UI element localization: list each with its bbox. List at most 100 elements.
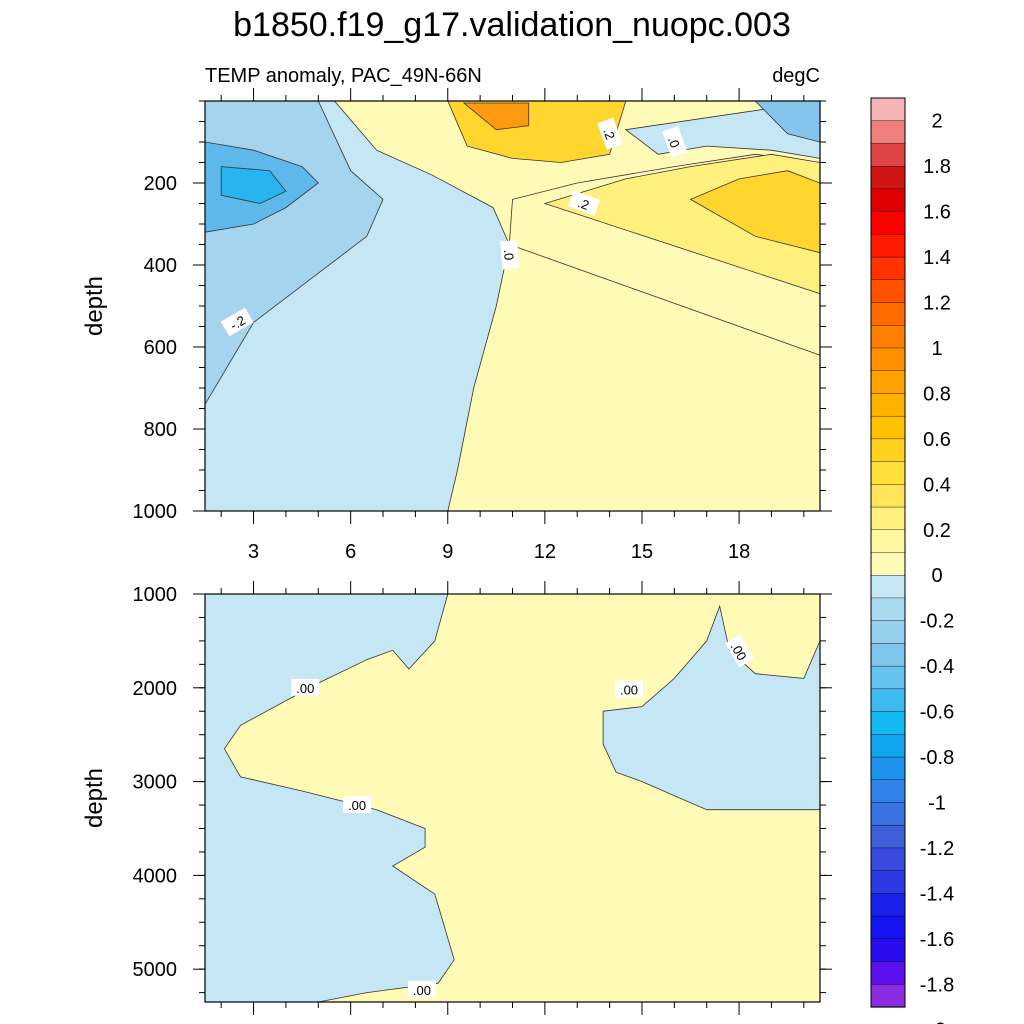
colorbar-swatch [870,325,906,349]
contour-label-text: -.2 [227,313,248,334]
contour-region-negative [205,594,455,1002]
contour-label-text: .2 [576,195,591,213]
contour-region-negative [220,166,287,204]
contour-label-box [220,307,254,337]
contour-label: .2 [597,117,623,150]
colorbar-swatch [870,393,906,417]
colorbar: 2 1.8 1.6 1.4 1.2 1 0.8 0.6 0.4 0.2 0 -0.2 -0.4 -0.6 -… [870,97,954,1024]
colorbar-label: -0.2 [920,611,954,633]
y-tick-label: 5000 [133,959,178,981]
y-tick-label: 1000 [133,501,178,523]
chart-subtitle-left: TEMP anomaly, PAC_49N-66N [205,65,482,87]
colorbar-swatch [870,984,906,1008]
colorbar-swatch [870,893,906,917]
colorbar-swatch [870,302,906,326]
contour-label-box [597,117,623,150]
colorbar-label: 1.8 [923,156,951,178]
colorbar-swatch [870,688,906,713]
colorbar-label: 1.2 [923,293,951,315]
colorbar-swatch [870,370,906,395]
contour-label-text: .00 [348,798,366,813]
colorbar-swatch [870,347,906,372]
colorbar-swatch [870,734,906,758]
contour-label: .00 [407,980,436,998]
colorbar-swatch [870,643,906,667]
colorbar-swatch [870,461,906,485]
colorbar-label: -1.2 [920,838,954,860]
colorbar-label: 1.6 [923,202,951,224]
x-tick-label: 6 [345,541,356,563]
contour-label: .2 [567,190,600,216]
contour-label: .00 [615,680,643,698]
chart-title: b1850.f19_g17.validation_nuopc.003 [233,6,791,44]
colorbar-swatch [870,120,906,145]
colorbar-swatch [870,620,906,645]
contour-label-box [500,240,520,270]
colorbar-swatch [870,915,906,940]
contour-label-box [343,796,372,813]
x-tick-label: 9 [442,541,453,563]
colorbar-swatch [870,597,906,622]
colorbar-label: -0.6 [920,702,954,724]
colorbar-label: 1 [931,338,942,360]
contour-label-text: .0 [501,249,517,261]
colorbar-swatch [870,279,906,304]
contour-label: .00 [343,796,372,813]
colorbar-swatch [870,438,906,463]
y-tick-label: 200 [144,173,177,195]
colorbar-swatch [870,756,906,781]
chart-subtitle-right: degC [772,65,820,87]
colorbar-label: 0 [931,565,942,587]
colorbar-frame [870,97,906,1008]
colorbar-label: -1.4 [920,883,954,905]
y-tick-label: 4000 [133,865,178,887]
y-tick-label: 600 [144,337,177,359]
contour-label-box [661,125,688,158]
y-tick-label: 3000 [133,772,178,794]
contour-region-positive [689,170,820,254]
colorbar-label: 0.4 [923,474,951,496]
contour-label: .00 [291,678,320,696]
colorbar-swatch [870,711,906,735]
colorbar-swatch [870,665,906,690]
y-axis-label: depth [81,276,108,336]
contour-label-box [567,190,600,216]
colorbar-label: 0.8 [923,383,951,405]
colorbar-swatch [870,415,906,440]
colorbar-swatch [870,234,906,258]
colorbar-swatch [870,870,906,894]
colorbar-swatch [870,97,906,122]
upper-panel: .2 .0 .2 .0 -.2 3 6 9 12 15 18 200 400 600 800 1000 dept… [81,88,832,563]
x-tick-label: 12 [534,541,556,563]
colorbar-swatch [870,143,906,167]
contour-region-positive [462,102,530,131]
colorbar-label: -0.4 [920,656,954,678]
contour-label-box [615,680,643,698]
x-tick-label: 15 [631,541,653,563]
y-tick-label: 800 [144,419,177,441]
contour-label-box [291,678,320,696]
colorbar-swatch [870,575,906,599]
colorbar-swatch [870,484,906,508]
colorbar-swatch [870,779,906,804]
colorbar-swatch [870,938,906,963]
colorbar-swatch [870,802,906,826]
y-axis-label: depth [81,768,108,828]
colorbar-swatch [870,847,906,872]
contour-label-text: .0 [665,135,683,150]
y-tick-label: 2000 [133,678,178,700]
contour-label-box [407,980,436,998]
contour-label-text: .00 [413,983,431,998]
contour-region-negative [602,604,820,811]
plot-area: .2 .0 .2 .0 -.2 [205,101,820,511]
colorbar-label: -2 [928,1020,946,1024]
colorbar-swatch [870,552,906,576]
colorbar-label: 0.6 [923,429,951,451]
colorbar-swatch [870,961,906,985]
colorbar-swatch [870,188,906,213]
colorbar-swatch [870,529,906,554]
colorbar-label: 1.4 [923,247,951,269]
contour-label-text: .2 [600,126,618,141]
colorbar-label: -0.8 [920,747,954,769]
contour-label-text: .00 [620,683,638,698]
